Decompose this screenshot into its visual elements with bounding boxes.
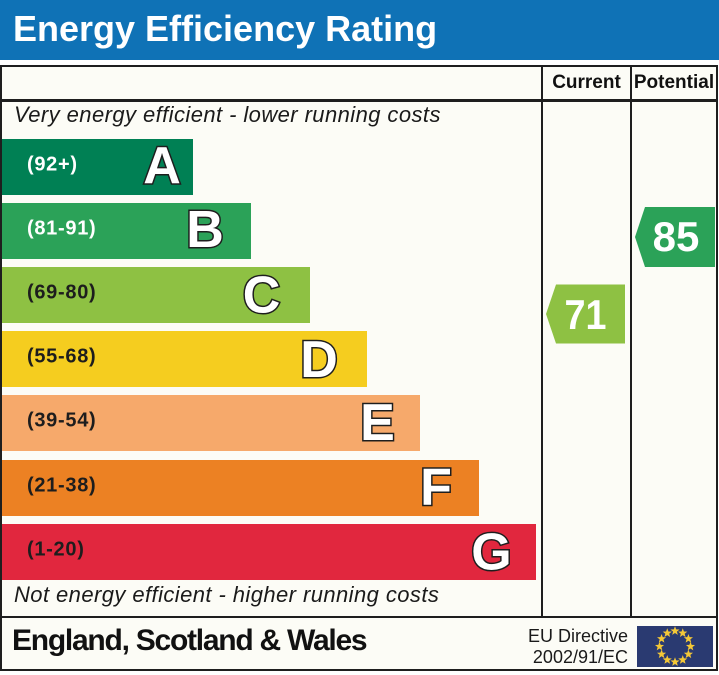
svg-text:E: E — [360, 394, 395, 452]
svg-text:C: C — [243, 267, 281, 325]
svg-text:G: G — [471, 524, 511, 582]
svg-text:A: A — [143, 137, 181, 195]
svg-text:85: 85 — [653, 213, 700, 260]
svg-text:D: D — [300, 331, 338, 389]
svg-text:71: 71 — [565, 291, 607, 338]
svg-text:B: B — [186, 201, 224, 259]
svg-text:F: F — [420, 459, 452, 517]
